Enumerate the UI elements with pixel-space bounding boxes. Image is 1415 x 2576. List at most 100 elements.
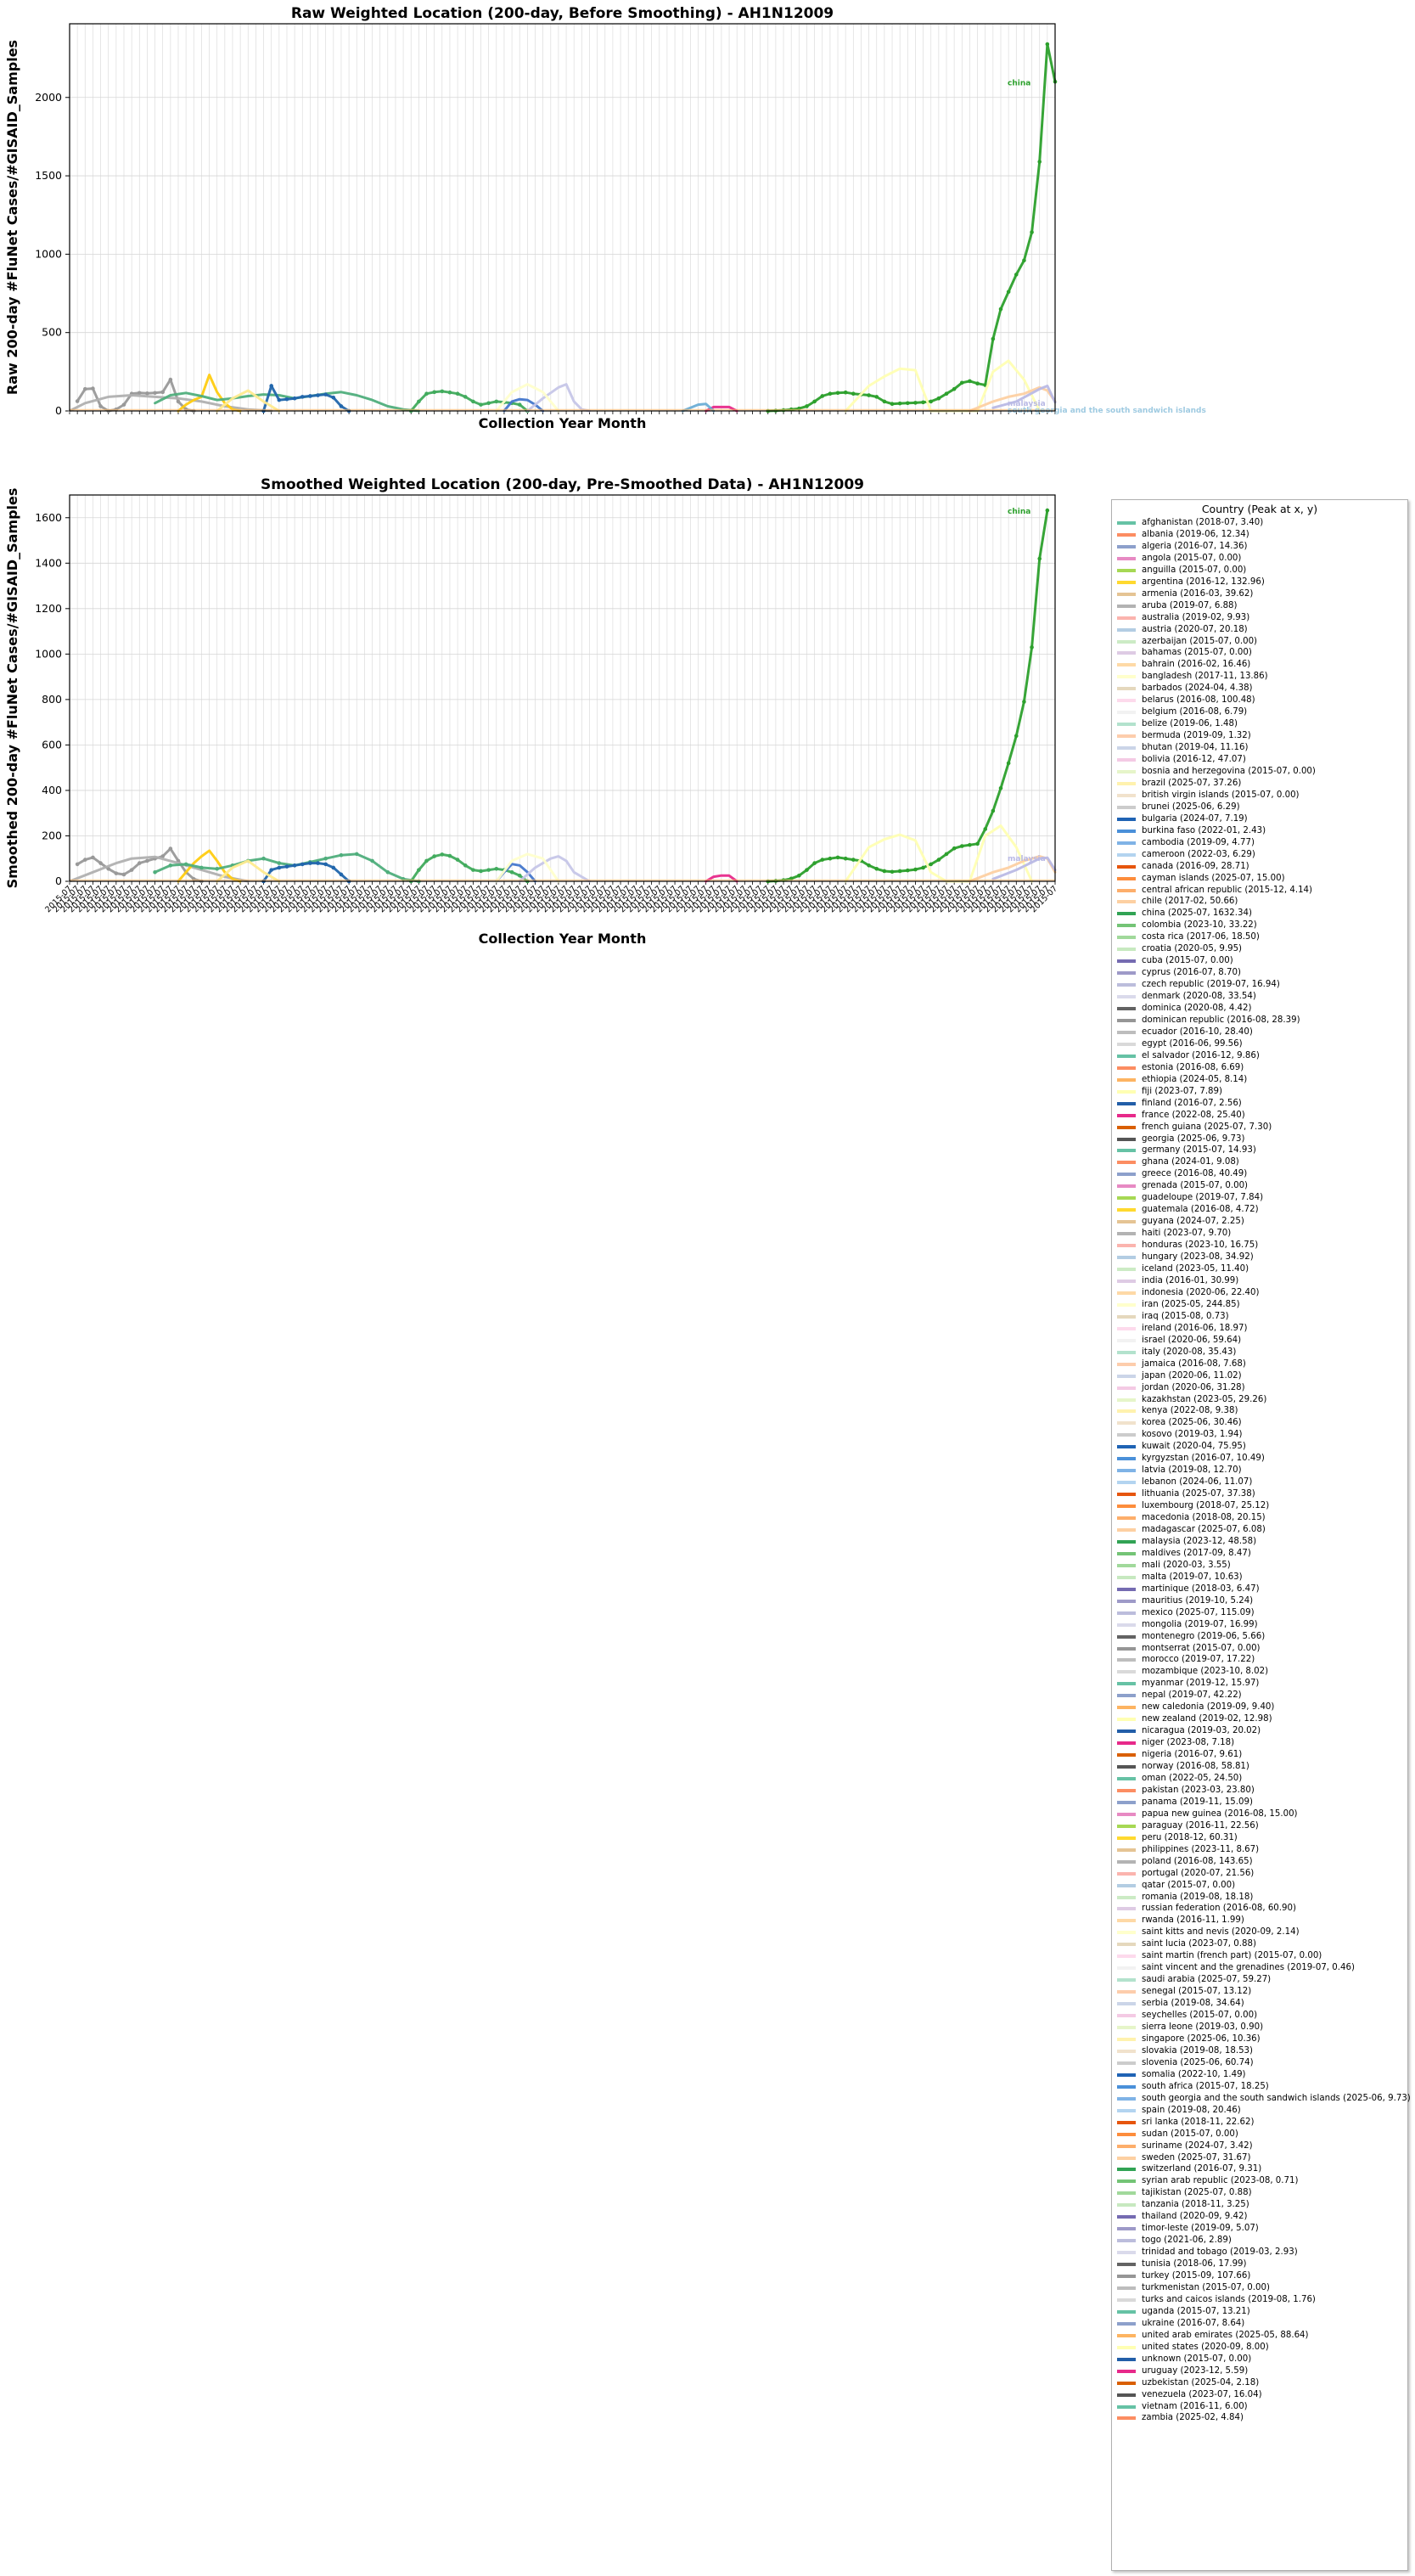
legend-swatch <box>1117 995 1136 999</box>
legend-item: maldives (2017-09, 8.47) <box>1117 1548 1404 1560</box>
legend-item: trinidad and tobago (2019-03, 2.93) <box>1117 2247 1404 2258</box>
legend-item: sudan (2015-07, 0.00) <box>1117 2129 1404 2140</box>
legend-label: china (2025-07, 1632.34) <box>1142 908 1252 919</box>
legend-label: saint kitts and nevis (2020-09, 2.14) <box>1142 1927 1300 1938</box>
legend-label: saint martin (french part) (2015-07, 0.0… <box>1142 1951 1322 1961</box>
legend-item: czech republic (2019-07, 16.94) <box>1117 979 1404 991</box>
legend-label: iraq (2015-08, 0.73) <box>1142 1311 1229 1321</box>
data-point <box>944 852 949 857</box>
data-point <box>820 394 825 398</box>
legend-swatch <box>1117 723 1136 727</box>
data-point <box>1030 230 1034 234</box>
legend-item: uganda (2015-07, 13.21) <box>1117 2306 1404 2318</box>
legend-label: belize (2019-06, 1.48) <box>1142 719 1238 729</box>
data-point <box>1022 258 1026 263</box>
legend-swatch <box>1117 1611 1136 1615</box>
legend-swatch <box>1117 2144 1136 2148</box>
legend-label: slovakia (2019-08, 18.53) <box>1142 2045 1254 2056</box>
legend-item: morocco (2019-07, 17.22) <box>1117 1655 1404 1667</box>
data-point <box>517 874 522 878</box>
legend-label: zambia (2025-02, 4.84) <box>1142 2413 1244 2423</box>
data-point <box>959 380 964 385</box>
legend-item: mali (2020-03, 3.55) <box>1117 1560 1404 1572</box>
legend-item: angola (2015-07, 0.00) <box>1117 553 1404 565</box>
data-point <box>354 852 359 857</box>
legend-item: burkina faso (2022-01, 2.43) <box>1117 825 1404 837</box>
data-point <box>137 391 142 396</box>
legend-item: dominica (2020-08, 4.42) <box>1117 1003 1404 1015</box>
legend-label: malaysia (2023-12, 48.58) <box>1142 1536 1257 1546</box>
data-point <box>323 856 328 861</box>
series-line-colombia <box>409 852 529 883</box>
legend-label: tajikistan (2025-07, 0.88) <box>1142 2188 1252 2198</box>
legend-swatch <box>1117 1493 1136 1497</box>
legend-swatch <box>1117 604 1136 608</box>
legend-item: british virgin islands (2015-07, 0.00) <box>1117 790 1404 801</box>
legend-swatch <box>1117 2404 1136 2409</box>
legend-item: denmark (2020-08, 33.54) <box>1117 991 1404 1003</box>
legend-label: pakistan (2023-03, 23.80) <box>1142 1785 1255 1795</box>
data-point <box>471 399 475 404</box>
data-point <box>952 846 957 851</box>
legend-label: bosnia and herzegovina (2015-07, 0.00) <box>1142 766 1316 776</box>
legend-swatch <box>1117 2416 1136 2421</box>
legend-swatch <box>1117 1101 1136 1105</box>
legend-label: greece (2016-08, 40.49) <box>1142 1169 1248 1179</box>
data-point <box>812 399 817 404</box>
legend-swatch <box>1117 1800 1136 1804</box>
data-point <box>417 868 421 872</box>
legend-swatch <box>1117 1481 1136 1485</box>
data-point <box>835 855 840 860</box>
legend-label: egypt (2016-06, 99.56) <box>1142 1038 1243 1049</box>
data-point <box>890 402 895 406</box>
legend-swatch <box>1117 912 1136 916</box>
legend-label: azerbaijan (2015-07, 0.00) <box>1142 636 1258 646</box>
legend-swatch <box>1117 1291 1136 1295</box>
legend-item: mozambique (2023-10, 8.02) <box>1117 1666 1404 1678</box>
legend-item: kuwait (2020-04, 75.95) <box>1117 1441 1404 1453</box>
legend-label: angola (2015-07, 0.00) <box>1142 553 1242 563</box>
legend-label: bermuda (2019-09, 1.32) <box>1142 731 1251 741</box>
data-point <box>820 858 825 862</box>
legend-label: indonesia (2020-06, 22.40) <box>1142 1287 1260 1297</box>
legend-label: vietnam (2016-11, 6.00) <box>1142 2401 1248 2411</box>
y-tick-label: 1000 <box>35 647 62 660</box>
legend-item: tanzania (2018-11, 3.25) <box>1117 2199 1404 2211</box>
legend-swatch <box>1117 1184 1136 1189</box>
data-point <box>300 862 305 867</box>
legend-item: ukraine (2016-07, 8.64) <box>1117 2318 1404 2330</box>
data-point <box>1006 761 1011 766</box>
legend-item: barbados (2024-04, 4.38) <box>1117 683 1404 695</box>
data-point <box>447 390 452 395</box>
legend-swatch <box>1117 1362 1136 1366</box>
legend-label: germany (2015-07, 14.93) <box>1142 1145 1256 1156</box>
series-line-malaysia <box>991 385 1057 409</box>
legend-label: latvia (2019-08, 12.70) <box>1142 1465 1242 1476</box>
legend-swatch <box>1117 2215 1136 2219</box>
legend-label: turks and caicos islands (2019-08, 1.76) <box>1142 2294 1316 2304</box>
legend-swatch <box>1117 734 1136 739</box>
data-point <box>75 399 80 403</box>
legend-swatch <box>1117 959 1136 964</box>
data-point <box>890 869 895 875</box>
legend-label: dominican republic (2016-08, 28.39) <box>1142 1015 1300 1025</box>
legend-label: dominica (2020-08, 4.42) <box>1142 1004 1252 1014</box>
legend-item: french guiana (2025-07, 7.30) <box>1117 1122 1404 1133</box>
data-point <box>440 389 445 394</box>
legend-label: cuba (2015-07, 0.00) <box>1142 956 1233 966</box>
legend-label: kosovo (2019-03, 1.94) <box>1142 1430 1243 1440</box>
legend-item: saint kitts and nevis (2020-09, 2.14) <box>1117 1926 1404 1938</box>
legend-swatch <box>1117 1054 1136 1058</box>
legend-label: mozambique (2023-10, 8.02) <box>1142 1667 1269 1677</box>
legend-item: poland (2016-08, 143.65) <box>1117 1856 1404 1868</box>
series-line-kuwait <box>503 397 545 413</box>
legend-swatch <box>1117 520 1136 525</box>
legend-label: kyrgyzstan (2016-07, 10.49) <box>1142 1454 1265 1464</box>
x-axis-label: Collection Year Month <box>479 415 647 431</box>
legend-swatch <box>1117 616 1136 620</box>
legend-label: sweden (2025-07, 31.67) <box>1142 2152 1251 2163</box>
data-point <box>98 404 103 408</box>
legend-label: brazil (2025-07, 37.26) <box>1142 778 1242 788</box>
legend-label: ethiopia (2024-05, 8.14) <box>1142 1074 1248 1084</box>
